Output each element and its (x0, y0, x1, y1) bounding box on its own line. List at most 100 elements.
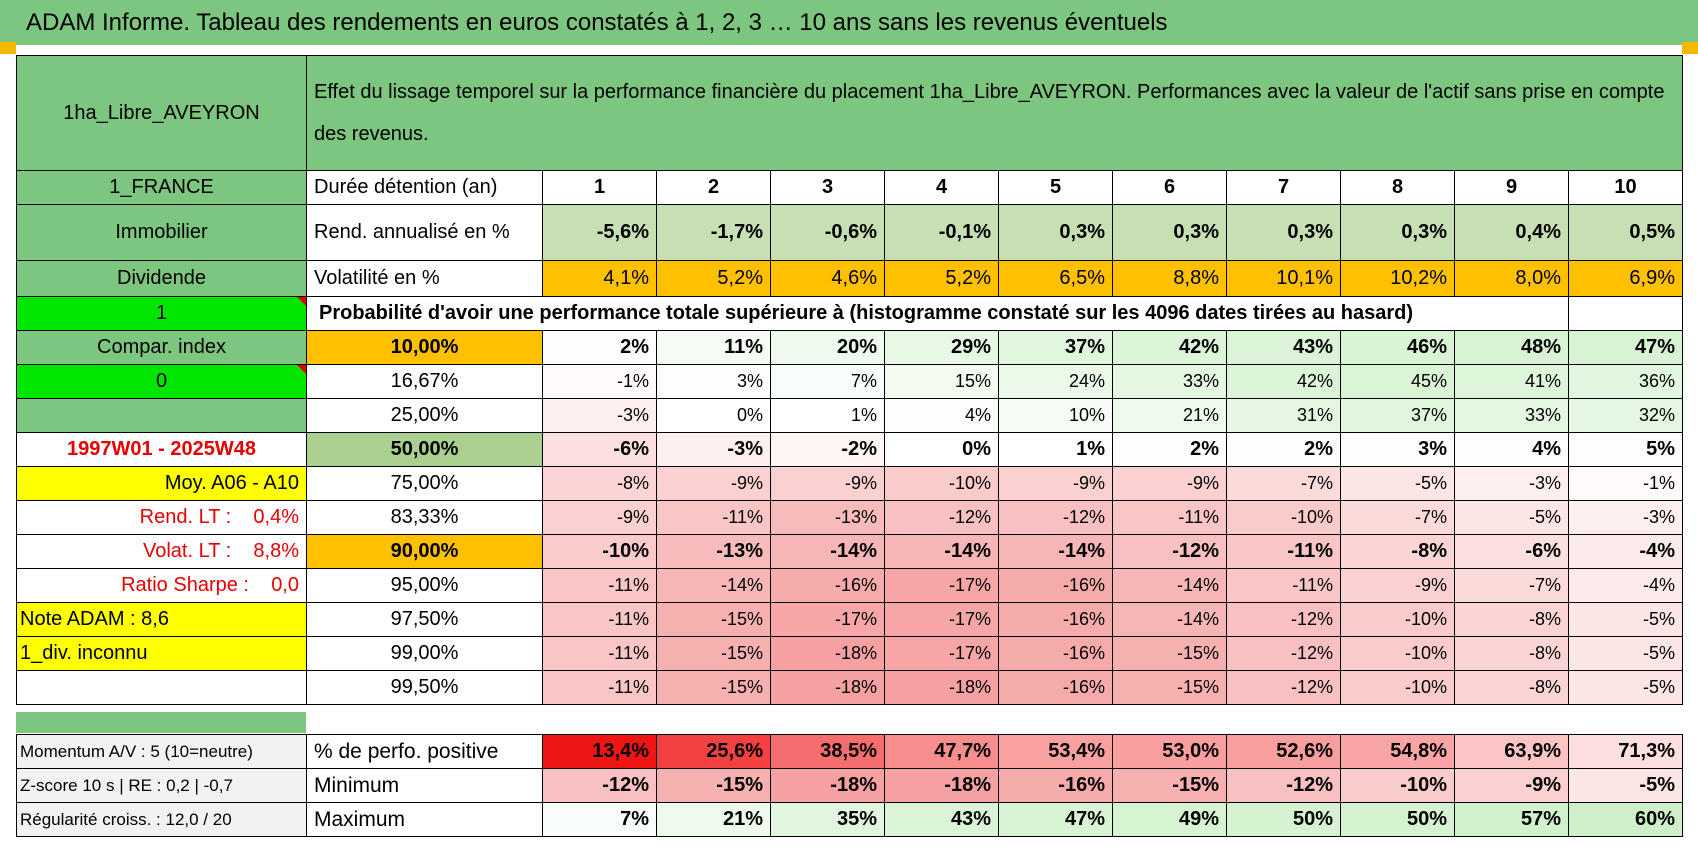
percentile-value: -18% (770, 670, 885, 705)
percentile-value: 37% (1340, 398, 1455, 433)
percentile-value: 43% (1226, 330, 1341, 365)
percentile-value: 2% (1112, 432, 1227, 467)
rend-value: -1,7% (656, 204, 771, 261)
year-header: 8 (1340, 170, 1455, 205)
percentile-value: -12% (1226, 602, 1341, 637)
banner-marker-left (0, 42, 16, 54)
percentile-value: -9% (1112, 466, 1227, 501)
summary-value: 60% (1568, 802, 1683, 837)
summary-value: 50% (1226, 802, 1341, 837)
sharpe-label: Ratio Sharpe : 0,0 (16, 568, 307, 603)
percentile-value: -4% (1568, 534, 1683, 569)
percentile-label: 25,00% (306, 398, 543, 433)
percentile-value: -10% (542, 534, 657, 569)
summary-value: -12% (1226, 768, 1341, 803)
percentile-value: -16% (998, 670, 1113, 705)
percentile-value: -11% (1112, 500, 1227, 535)
type-label: Dividende (16, 260, 307, 297)
percentile-value: -6% (542, 432, 657, 467)
rend-value: -0,1% (884, 204, 999, 261)
percentile-value: -12% (1226, 636, 1341, 671)
percentile-value: -12% (1226, 670, 1341, 705)
percentile-value: -4% (1568, 568, 1683, 603)
input-cell-2[interactable]: 0 (16, 364, 307, 399)
summary-value: -9% (1454, 768, 1569, 803)
report-banner: ADAM Informe. Tableau des rendements en … (0, 0, 1698, 45)
percentile-value: -15% (656, 636, 771, 671)
volat-value: 5,2% (884, 260, 999, 297)
percentile-value: -11% (542, 636, 657, 671)
volat-label: Volatilité en % (306, 260, 543, 297)
percentile-value: -5% (1340, 466, 1455, 501)
percentile-value: 4% (884, 398, 999, 433)
rend-value: 0,3% (1226, 204, 1341, 261)
volat-lt-label: Volat. LT : 8,8% (16, 534, 307, 569)
percentile-value: 2% (1226, 432, 1341, 467)
percentile-value: -8% (542, 466, 657, 501)
percentile-value: 33% (1112, 364, 1227, 399)
summary-value: 57% (1454, 802, 1569, 837)
volat-value: 6,5% (998, 260, 1113, 297)
percentile-value: 5% (1568, 432, 1683, 467)
percentile-value: -15% (656, 670, 771, 705)
summary-value: 53,0% (1112, 734, 1227, 769)
percentile-label: 83,33% (306, 500, 543, 535)
description: Effet du lissage temporel sur la perform… (306, 55, 1683, 171)
percentile-value: 7% (770, 364, 885, 399)
percentile-value: -9% (770, 466, 885, 501)
summary-left-label: Momentum A/V : 5 (10=neutre) (16, 734, 307, 769)
summary-value: 47% (998, 802, 1113, 837)
percentile-value: -14% (998, 534, 1113, 569)
summary-value: -18% (770, 768, 885, 803)
percentile-value: -7% (1226, 466, 1341, 501)
percentile-value: -5% (1568, 636, 1683, 671)
percentile-value: -8% (1454, 670, 1569, 705)
percentile-label: 50,00% (306, 432, 543, 467)
percentile-value: 1% (998, 432, 1113, 467)
summary-row-label: Minimum (306, 768, 543, 803)
volat-value: 8,8% (1112, 260, 1227, 297)
percentile-value: -10% (1226, 500, 1341, 535)
percentile-value: -14% (656, 568, 771, 603)
summary-value: 54,8% (1340, 734, 1455, 769)
summary-left-label: Régularité croiss. : 12,0 / 20 (16, 802, 307, 837)
percentile-value: 46% (1340, 330, 1455, 365)
percentile-value: -10% (1340, 602, 1455, 637)
volat-value: 4,6% (770, 260, 885, 297)
percentile-value: -5% (1454, 500, 1569, 535)
percentile-value: -5% (1568, 602, 1683, 637)
summary-value: -12% (542, 768, 657, 803)
year-header: 9 (1454, 170, 1569, 205)
percentile-value: -11% (1226, 568, 1341, 603)
volat-value: 10,1% (1226, 260, 1341, 297)
percentile-value: 3% (1340, 432, 1455, 467)
percentile-value: 33% (1454, 398, 1569, 433)
percentile-value: 2% (542, 330, 657, 365)
percentile-value: -10% (1340, 636, 1455, 671)
summary-value: 21% (656, 802, 771, 837)
category-label: Immobilier (16, 204, 307, 261)
summary-row-label: % de perfo. positive (306, 734, 543, 769)
percentile-value: -6% (1454, 534, 1569, 569)
percentile-value: 31% (1226, 398, 1341, 433)
percentile-value: 4% (1454, 432, 1569, 467)
percentile-label: 75,00% (306, 466, 543, 501)
probability-title: Probabilité d'avoir une performance tota… (306, 296, 1455, 331)
percentile-value: -11% (542, 602, 657, 637)
percentile-value: 1% (770, 398, 885, 433)
percentile-value: -12% (998, 500, 1113, 535)
country-label: 1_FRANCE (16, 170, 307, 205)
percentile-value: 24% (998, 364, 1113, 399)
percentile-value: -8% (1454, 636, 1569, 671)
percentile-value: -9% (656, 466, 771, 501)
percentile-value: -16% (998, 636, 1113, 671)
period-label: 1997W01 - 2025W48 (16, 432, 307, 467)
percentile-value: -7% (1340, 500, 1455, 535)
percentile-value: 48% (1454, 330, 1569, 365)
year-header: 4 (884, 170, 999, 205)
percentile-value: -5% (1568, 670, 1683, 705)
percentile-value: -14% (1112, 568, 1227, 603)
input-cell-1[interactable]: 1 (16, 296, 307, 331)
rend-value: -5,6% (542, 204, 657, 261)
rend-value: 0,5% (1568, 204, 1683, 261)
